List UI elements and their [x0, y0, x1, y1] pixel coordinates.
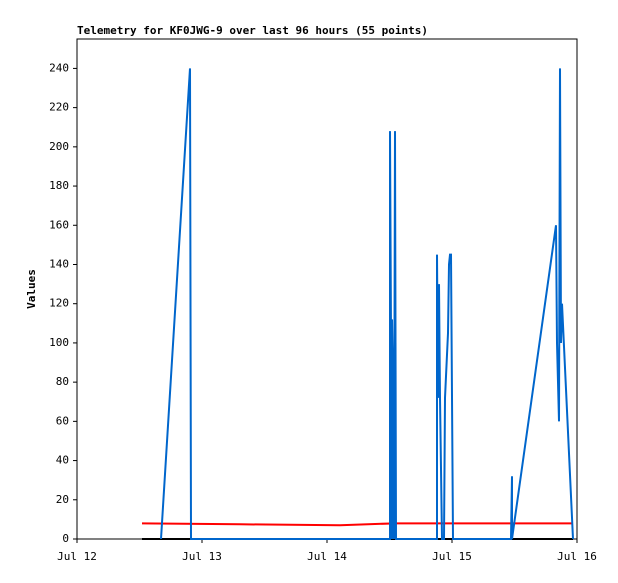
series-line — [160, 68, 574, 540]
x-tick-label: Jul 16 — [557, 550, 597, 563]
y-tick-label: 160 — [49, 218, 69, 231]
y-tick-label: 100 — [49, 336, 69, 349]
x-tick-label: Jul 14 — [307, 550, 347, 563]
chart-title: Telemetry for KF0JWG-9 over last 96 hour… — [77, 24, 428, 37]
x-tick-label: Jul 15 — [432, 550, 472, 563]
y-tick-label: 0 — [62, 532, 69, 545]
series-line — [141, 522, 573, 527]
y-tick-label: 20 — [56, 493, 69, 506]
y-tick-label: 140 — [49, 257, 69, 270]
x-tick-label: Jul 13 — [182, 550, 222, 563]
y-tick-label: 80 — [56, 375, 69, 388]
y-tick-label: 40 — [56, 454, 69, 467]
y-tick-label: 220 — [49, 101, 69, 114]
y-tick-label: 180 — [49, 179, 69, 192]
y-tick-label: 120 — [49, 297, 69, 310]
y-tick-label: 60 — [56, 414, 69, 427]
y-tick-label: 240 — [49, 61, 69, 74]
y-axis-label: Values — [25, 269, 38, 309]
x-tick-label: Jul 12 — [57, 550, 97, 563]
y-tick-label: 200 — [49, 140, 69, 153]
